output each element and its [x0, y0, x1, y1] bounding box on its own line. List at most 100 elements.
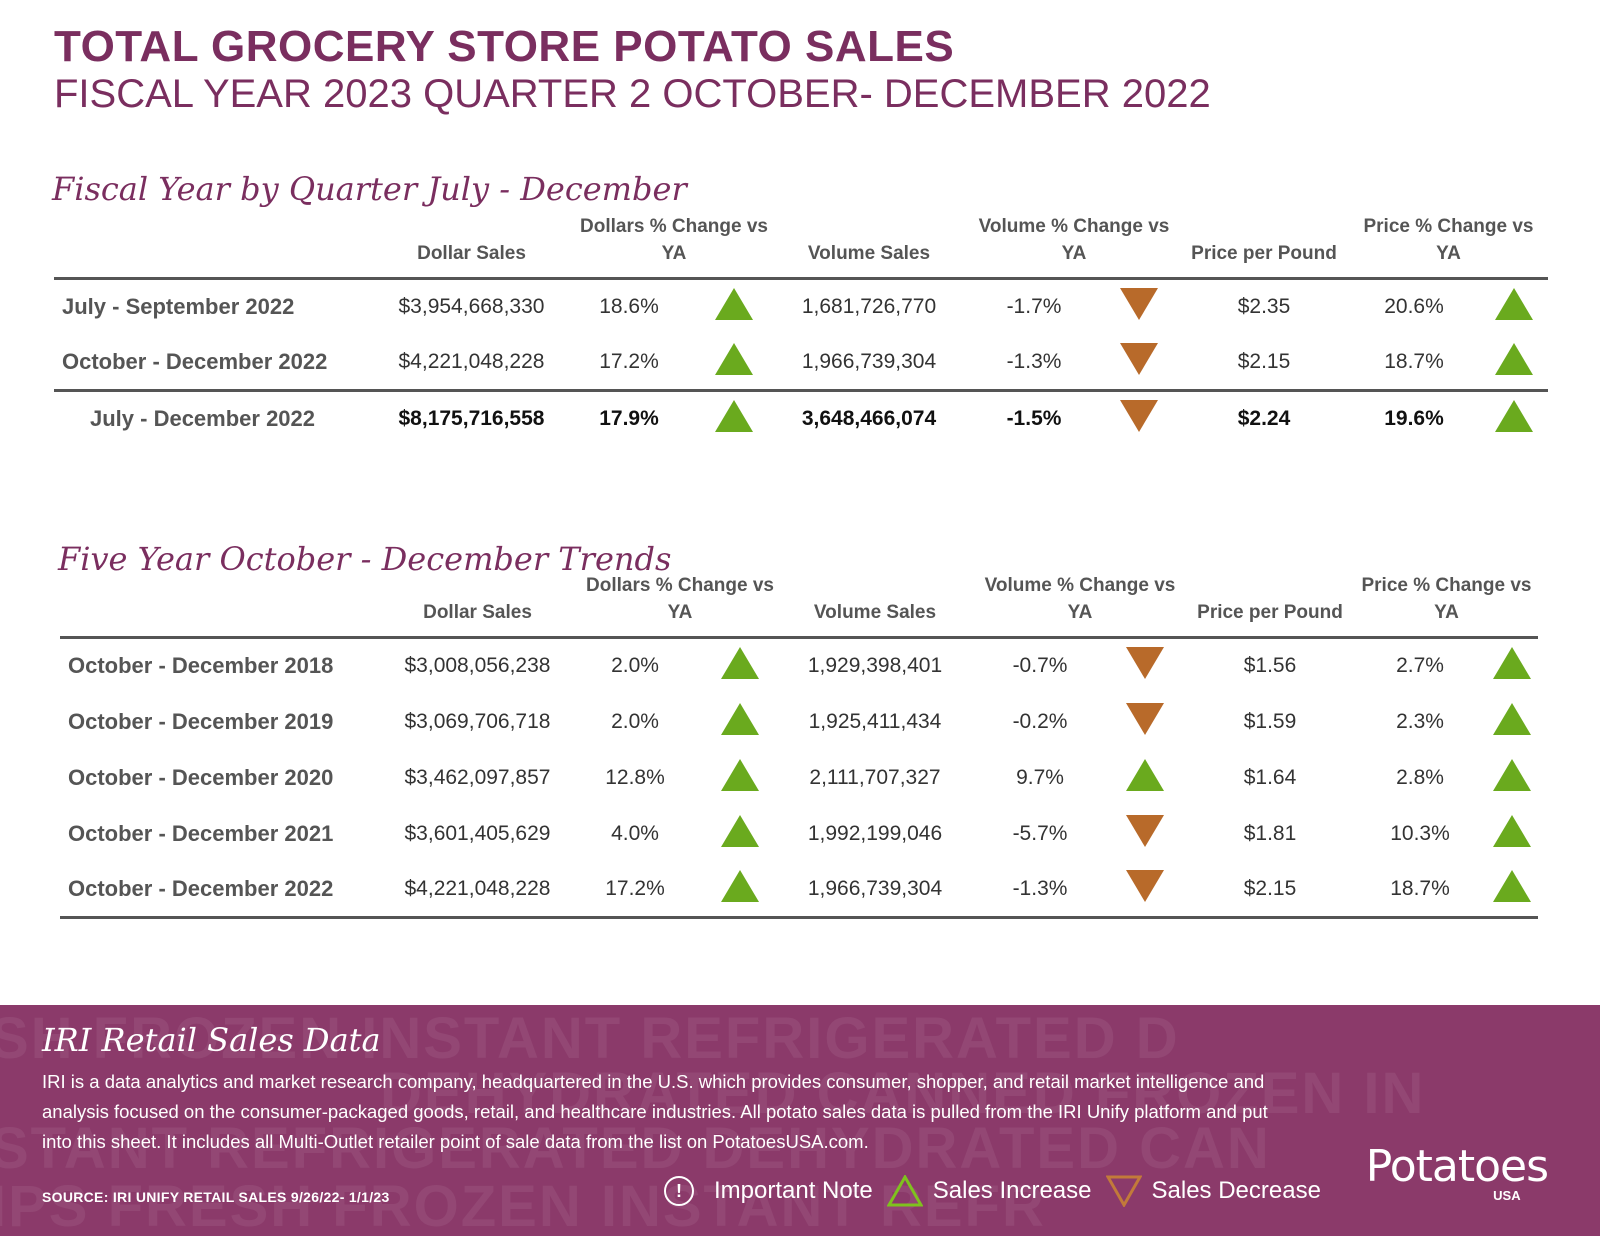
- col-price-change: Price % Change vs YA: [1361, 575, 1532, 623]
- legend-item-increase: Sales Increase: [886, 1175, 1092, 1207]
- increase-icon: [721, 869, 759, 902]
- table-row: July - September 2022 $3,954,668,330 18.…: [54, 279, 1548, 335]
- price-value: $2.24: [1237, 407, 1291, 431]
- dollars-change-value: 4.0%: [611, 821, 659, 845]
- dollars-change-value: 12.8%: [605, 765, 665, 789]
- volume-sales-value: 1,966,739,304: [801, 349, 937, 373]
- volume-sales-value: 1,925,411,434: [808, 709, 942, 733]
- increase-icon: [721, 814, 759, 847]
- increase-icon: [1494, 288, 1533, 321]
- increase-icon: [1494, 400, 1533, 433]
- row-label: October - December 2019: [68, 708, 334, 734]
- col-dollars-change: Dollars % Change vs YA: [586, 575, 774, 623]
- page-subtitle: FISCAL YEAR 2023 QUARTER 2 OCTOBER- DECE…: [54, 72, 1211, 116]
- volume-change-value: -5.7%: [1012, 821, 1068, 845]
- dollar-sales-value: $8,175,716,558: [398, 407, 545, 431]
- row-label: October - December 2022: [68, 875, 334, 901]
- decrease-icon: [1120, 400, 1158, 433]
- increase-icon: [715, 342, 753, 375]
- price-change-value: 2.7%: [1396, 654, 1444, 678]
- increase-icon: [1126, 758, 1164, 791]
- price-change-value: 10.3%: [1390, 821, 1450, 845]
- price-change-value: 18.7%: [1390, 876, 1450, 900]
- legend-increase-label: Sales Increase: [932, 1177, 1092, 1204]
- increase-icon: [1492, 758, 1531, 791]
- volume-change-value: -1.7%: [1006, 295, 1062, 319]
- dollars-change-value: 17.9%: [599, 407, 659, 431]
- dollar-sales-value: $3,954,668,330: [398, 295, 545, 319]
- dollar-sales-value: $3,069,706,718: [404, 709, 551, 733]
- col-price-per-pound: Price per Pound: [1191, 243, 1337, 264]
- increase-icon: [1492, 814, 1531, 847]
- watermark-text: IPS FRESH FROZEN INSTANT REFR: [0, 1174, 1046, 1236]
- fiscal-quarter-table: Dollar Sales Dollars % Change vs YA Volu…: [54, 213, 1548, 447]
- watermark-text: SH FROZEN INSTANT REFRIGERATED D: [0, 1006, 1180, 1071]
- price-value: $2.15: [1243, 876, 1297, 900]
- source-note: SOURCE: IRI UNIFY RETAIL SALES 9/26/22- …: [42, 1189, 390, 1205]
- increase-icon: [721, 647, 759, 680]
- col-dollar-sales: Dollar Sales: [423, 602, 532, 623]
- watermark-text: STANT REFRIGERATED DEHYDRATED CAN: [0, 1116, 1271, 1181]
- increase-icon: [1494, 342, 1533, 375]
- price-value: $2.15: [1237, 349, 1291, 373]
- dollars-change-value: 2.0%: [611, 654, 659, 678]
- table-row: October - December 2021 $3,601,405,629 4…: [60, 806, 1538, 862]
- decrease-icon: [1126, 647, 1164, 680]
- table-row: October - December 2022 $4,221,048,228 1…: [60, 862, 1538, 918]
- row-label: October - December 2018: [68, 653, 334, 679]
- dollar-sales-value: $3,601,405,629: [404, 821, 551, 845]
- table-row: October - December 2018 $3,008,056,238 2…: [60, 638, 1538, 694]
- table-header-row: Dollar Sales Dollars % Change vs YA Volu…: [54, 213, 1548, 279]
- volume-change-value: -0.2%: [1012, 709, 1068, 733]
- col-price-per-pound: Price per Pound: [1197, 602, 1343, 623]
- volume-change-value: -0.7%: [1012, 654, 1068, 678]
- footer-title: IRI Retail Sales Data: [42, 1021, 381, 1059]
- col-volume-sales: Volume Sales: [807, 243, 931, 264]
- total-row: July - December 2022 $8,175,716,558 17.9…: [54, 390, 1548, 447]
- increase-icon: [1492, 702, 1531, 735]
- volume-sales-value: 1,929,398,401: [807, 654, 943, 678]
- col-volume-change: Volume % Change vs YA: [978, 216, 1170, 264]
- watermark-text: DEHYDRATED CANNED FROZEN IN: [380, 1061, 1426, 1126]
- volume-change-value: -1.3%: [1012, 876, 1068, 900]
- volume-sales-value: 1,966,739,304: [807, 876, 943, 900]
- dollars-change-value: 18.6%: [599, 295, 659, 319]
- logo-usa: USA: [1493, 1188, 1521, 1203]
- table-row: October - December 2022 $4,221,048,228 1…: [54, 335, 1548, 391]
- legend: ! Important Note Sales Increase Sales De…: [664, 1175, 1335, 1207]
- price-value: $2.35: [1237, 295, 1291, 319]
- dollar-sales-value: $4,221,048,228: [404, 876, 551, 900]
- table-row: October - December 2020 $3,462,097,857 1…: [60, 750, 1538, 806]
- footer-panel: SH FROZEN INSTANT REFRIGERATED D DEHYDRA…: [0, 1005, 1600, 1236]
- legend-note-label: Important Note: [714, 1177, 873, 1204]
- dollars-change-value: 17.2%: [605, 876, 665, 900]
- logo-name: Potatoes: [1365, 1141, 1549, 1192]
- triangle-down-outline-icon: [1105, 1175, 1142, 1207]
- row-label: October - December 2021: [68, 820, 334, 846]
- volume-sales-value: 2,111,707,327: [809, 765, 941, 789]
- increase-icon: [715, 288, 753, 321]
- row-label: July - September 2022: [62, 294, 295, 320]
- section-title-five-year: Five Year October - December Trends: [58, 540, 672, 578]
- price-change-value: 18.7%: [1384, 349, 1444, 373]
- price-value: $1.64: [1243, 765, 1297, 789]
- volume-sales-value: 1,992,199,046: [807, 821, 943, 845]
- volume-change-value: -1.3%: [1006, 349, 1062, 373]
- table-header-row: Dollar Sales Dollars % Change vs YA Volu…: [60, 572, 1538, 638]
- price-value: $1.56: [1243, 654, 1297, 678]
- decrease-icon: [1120, 288, 1158, 321]
- row-label: July - December 2022: [90, 406, 316, 432]
- volume-change-value: 9.7%: [1016, 765, 1064, 789]
- exclamation-icon: !: [664, 1176, 694, 1206]
- price-value: $1.59: [1243, 709, 1297, 733]
- legend-decrease-label: Sales Decrease: [1151, 1177, 1321, 1204]
- price-change-value: 20.6%: [1384, 295, 1444, 319]
- price-value: $1.81: [1243, 821, 1297, 845]
- legend-item-decrease: Sales Decrease: [1105, 1175, 1321, 1207]
- volume-change-value: -1.5%: [1006, 407, 1062, 431]
- increase-icon: [721, 702, 759, 735]
- dollars-change-value: 2.0%: [611, 709, 659, 733]
- price-change-value: 2.3%: [1396, 709, 1444, 733]
- increase-icon: [1492, 869, 1531, 902]
- legend-item-note: ! Important Note: [664, 1176, 873, 1206]
